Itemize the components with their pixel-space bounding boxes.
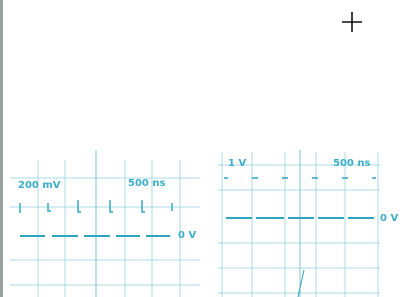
registration-mark — [342, 12, 362, 32]
timebase-label: 500 ns — [128, 178, 165, 189]
scope-grid — [10, 150, 200, 297]
amplitude-label: 1 V — [228, 158, 246, 169]
amplitude-label: 200 mV — [18, 180, 61, 191]
scan-edge — [0, 0, 3, 297]
page: 200 mV 500 ns 0 V 1 V 500 ns 0 V — [0, 0, 409, 297]
zero-label: 0 V — [380, 213, 398, 224]
timebase-label: 500 ns — [333, 158, 370, 169]
scope-grid — [218, 150, 380, 297]
zero-label: 0 V — [178, 230, 196, 241]
